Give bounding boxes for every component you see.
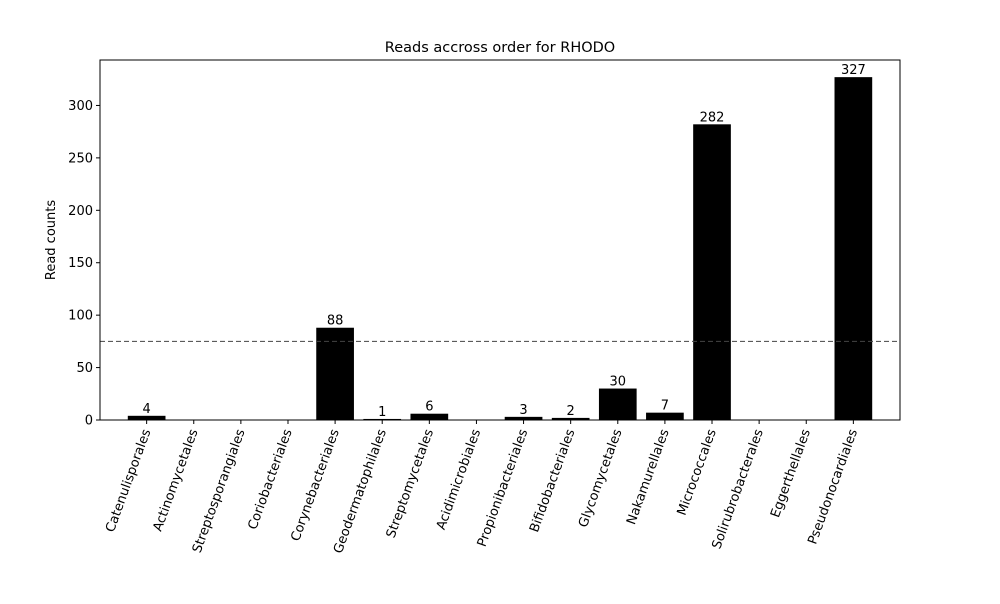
y-tick-label: 50	[76, 361, 93, 376]
bar	[693, 124, 731, 420]
bar-value-labels: 4 88 1 6 3 2 30 7 282 327	[143, 63, 866, 420]
bar-value-label: 30	[610, 375, 627, 390]
bar-value-label: 282	[700, 110, 725, 125]
plot-frame	[99, 59, 901, 421]
bar	[646, 412, 684, 420]
bar	[834, 77, 873, 421]
x-tick-label: Nakamurellales	[624, 427, 673, 527]
y-tick-label: 0	[85, 414, 93, 429]
chart-title: Reads accross order for RHODO	[385, 40, 615, 56]
x-tick-label: Streptomycetales	[384, 427, 437, 540]
x-tick-label: Streptosporangiales	[190, 427, 249, 555]
bar	[504, 416, 543, 420]
bar-value-label: 2	[567, 404, 575, 419]
bar-value-label: 1	[378, 405, 386, 420]
x-tick-label: Geodermatophilales	[331, 427, 390, 556]
y-tick-label: 250	[68, 151, 93, 166]
x-tick-label: Catenulisporales	[103, 427, 154, 534]
bar	[316, 327, 354, 420]
bar-value-label: 327	[841, 63, 866, 78]
x-tick-label: Propionibacteriales	[475, 427, 532, 549]
x-tick-label: Micrococcales	[675, 427, 720, 518]
bars-group	[127, 77, 873, 421]
x-tick-label: Eggerthellales	[768, 427, 814, 520]
y-tick-label: 300	[68, 99, 93, 114]
bar-value-label: 3	[519, 403, 527, 418]
x-tick-label: Coriobacteriales	[245, 427, 295, 532]
y-axis-ticks: 0 50 100 150 200 250 300	[68, 99, 100, 429]
bar	[598, 388, 637, 420]
y-tick-label: 150	[68, 256, 93, 271]
x-tick-label: Pseudonocardiales	[805, 427, 861, 546]
bar-value-label: 6	[425, 400, 433, 415]
bar	[363, 418, 402, 420]
bar-value-label: 4	[143, 402, 151, 417]
bar	[410, 413, 449, 420]
y-axis-label: Read counts	[44, 200, 59, 280]
bar-value-label: 88	[327, 314, 344, 329]
bar-value-label: 7	[661, 399, 669, 414]
x-tick-label: Acidimicrobiales	[434, 427, 484, 532]
x-tick-label: Corynebacteriales	[288, 427, 343, 543]
x-tick-label: Bifidobacteriales	[527, 427, 578, 534]
y-tick-label: 200	[68, 204, 93, 219]
x-axis-ticks: CatenulisporalesActinomycetalesStreptosp…	[103, 420, 861, 556]
y-tick-label: 100	[68, 309, 93, 324]
bar	[127, 415, 166, 420]
x-tick-label: Glycomycetales	[576, 427, 626, 530]
x-tick-label: Solirubrobacterales	[710, 427, 767, 551]
bar	[551, 417, 590, 420]
x-tick-label: Actinomycetales	[151, 427, 202, 534]
